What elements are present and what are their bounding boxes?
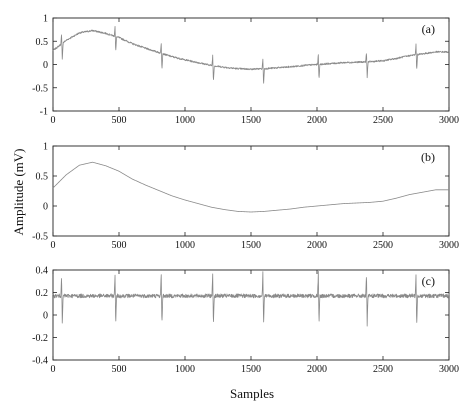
- panel-label: (b): [421, 150, 435, 164]
- panel-b: 0 500 1000 1500 2000 2500 3000-0.500.51(b): [32, 142, 459, 252]
- y-tick-label: -0.2: [32, 333, 48, 344]
- y-tick-label: -1: [40, 107, 48, 118]
- y-tick-label: 0.4: [36, 266, 49, 277]
- x-tick-label: 2500: [373, 115, 393, 126]
- x-tick-label: 3000: [439, 115, 459, 126]
- x-tick-label: 500: [112, 240, 127, 251]
- plot-frame: [52, 145, 450, 237]
- x-tick-label: 2500: [373, 364, 393, 375]
- y-tick-label: -0.5: [32, 83, 48, 94]
- panel-a: 0 500 1000 1500 2000 2500 3000 -1 -0.5 0 0.5 1 (a): [32, 14, 459, 127]
- x-tick-label: 3000: [439, 240, 459, 251]
- x-tick-label: 0: [51, 364, 56, 375]
- signal-line: [52, 161, 450, 213]
- y-tick-label: 0: [43, 202, 48, 213]
- x-tick-label: 3000: [439, 364, 459, 375]
- y-tick-label: 0.2: [36, 288, 49, 299]
- y-tick-label: 0.5: [36, 172, 49, 183]
- x-tick-label: 500: [112, 364, 127, 375]
- x-tick-label: 2500: [373, 240, 393, 251]
- x-tick-label: 0: [51, 115, 56, 126]
- y-tick-label: 0: [43, 60, 48, 71]
- x-tick-label: 2000: [307, 240, 327, 251]
- x-tick-label: 1500: [241, 364, 261, 375]
- y-tick-label: 1: [43, 14, 48, 25]
- y-tick-label: -0.4: [32, 356, 48, 367]
- x-tick-label: 2000: [307, 115, 327, 126]
- x-tick-label: 1500: [241, 240, 261, 251]
- panel-label: (c): [422, 274, 435, 288]
- y-axis-title: Amplitude (mV): [11, 148, 26, 235]
- x-axis-title: Samples: [230, 386, 274, 401]
- x-tick-label: 2000: [307, 364, 327, 375]
- x-tick-label: 1500: [241, 115, 261, 126]
- y-tick-label: 1: [43, 142, 48, 153]
- x-tick-label: 1000: [175, 115, 195, 126]
- plot-frame: [52, 17, 450, 112]
- y-tick-label: 0.5: [36, 37, 49, 48]
- panel-label: (a): [422, 22, 435, 36]
- y-tick-label: 0: [43, 311, 48, 322]
- x-tick-label: 500: [112, 115, 127, 126]
- x-tick-label: 1000: [175, 240, 195, 251]
- signal-line: [52, 271, 450, 327]
- y-tick-label: -0.5: [32, 232, 48, 243]
- panel-c: 0 500 1000 1500 2000 2500 3000 -0.4 -0.2 0 0.2 0.4 (…: [32, 266, 459, 376]
- x-tick-label: 1000: [175, 364, 195, 375]
- plot-frame: [52, 269, 450, 361]
- signal-line: [52, 26, 450, 84]
- x-tick-label: 0: [51, 240, 56, 251]
